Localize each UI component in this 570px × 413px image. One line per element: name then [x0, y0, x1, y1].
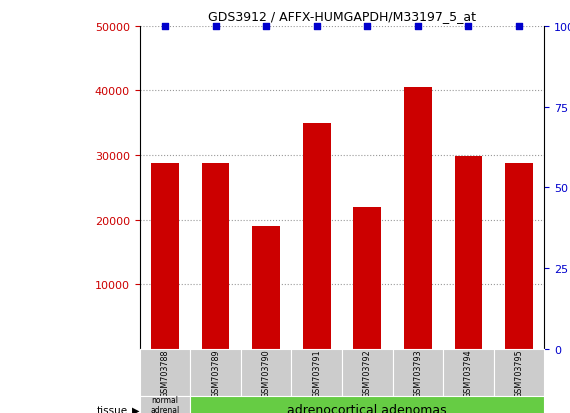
Text: GSM703790: GSM703790	[262, 349, 271, 397]
Text: GSM703793: GSM703793	[413, 349, 422, 397]
Text: GSM703795: GSM703795	[515, 349, 524, 397]
Text: GSM703790: GSM703790	[0, 412, 1, 413]
Text: tissue: tissue	[97, 405, 128, 413]
Point	[515, 24, 524, 30]
Bar	[202, 164, 230, 349]
Text: GSM703794: GSM703794	[0, 412, 1, 413]
Point	[160, 24, 169, 30]
Text: GSM703789: GSM703789	[0, 412, 1, 413]
Bar	[353, 207, 381, 349]
Point	[211, 24, 220, 30]
Text: ▶: ▶	[132, 405, 140, 413]
Bar	[454, 157, 482, 349]
Point	[464, 24, 473, 30]
Point	[363, 24, 372, 30]
Text: GSM703792: GSM703792	[363, 349, 372, 397]
Text: GSM703792: GSM703792	[0, 412, 1, 413]
Point	[312, 24, 321, 30]
Title: GDS3912 / AFFX-HUMGAPDH/M33197_5_at: GDS3912 / AFFX-HUMGAPDH/M33197_5_at	[208, 10, 476, 23]
Bar	[252, 227, 280, 349]
Text: GSM703788: GSM703788	[160, 349, 169, 397]
Bar	[151, 164, 179, 349]
Text: adrenocortical adenomas: adrenocortical adenomas	[287, 404, 447, 413]
Text: GSM703791: GSM703791	[0, 412, 1, 413]
Text: GSM703791: GSM703791	[312, 349, 321, 397]
Text: GSM703788: GSM703788	[0, 412, 1, 413]
Text: GSM703794: GSM703794	[464, 349, 473, 397]
Text: GSM703795: GSM703795	[0, 412, 1, 413]
Bar	[303, 123, 331, 349]
Text: GSM703789: GSM703789	[211, 349, 220, 397]
Point	[262, 24, 271, 30]
Text: GSM703793: GSM703793	[0, 412, 1, 413]
Bar	[505, 164, 533, 349]
Point	[413, 24, 422, 30]
Text: normal
adrenal
glands: normal adrenal glands	[150, 395, 180, 413]
Bar	[404, 88, 432, 349]
